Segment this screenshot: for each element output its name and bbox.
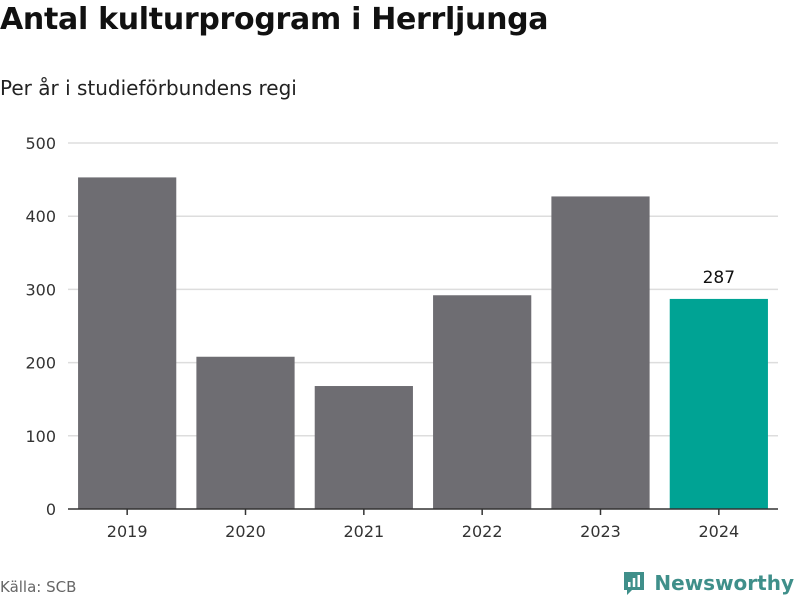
x-tick-label: 2022 <box>462 522 503 541</box>
source-note: Källa: SCB <box>0 578 77 596</box>
bar-2024 <box>669 298 768 509</box>
data-label-2024: 287 <box>703 268 735 288</box>
newsworthy-logo-icon <box>624 572 645 595</box>
y-tick-label: 100 <box>25 427 56 446</box>
brand-logo: Newsworthy <box>622 570 794 596</box>
y-tick-label: 300 <box>25 280 56 299</box>
x-tick-label: 2021 <box>343 522 384 541</box>
bar-2022 <box>433 295 532 509</box>
bar-2021 <box>314 386 413 509</box>
x-tick-label: 2019 <box>107 522 148 541</box>
bars <box>78 177 768 510</box>
x-tick-label: 2024 <box>698 522 739 541</box>
axes: 0 100 200 300 400 500 2019 2020 2021 2022 2023 2024 <box>25 134 778 541</box>
y-tick-label: 200 <box>25 354 56 373</box>
y-tick-label: 500 <box>25 134 56 153</box>
x-tick-label: 2023 <box>580 522 621 541</box>
grid-lines <box>68 142 778 437</box>
bar-2019 <box>78 177 177 510</box>
brand-name: Newsworthy <box>654 571 794 595</box>
chart-subtitle: Per år i studieförbundens regi <box>0 76 297 100</box>
y-tick-label: 400 <box>25 207 56 226</box>
y-tick-label: 0 <box>46 500 56 519</box>
bar-2020 <box>196 356 295 509</box>
data-labels: 287 <box>703 268 735 288</box>
x-tick-label: 2020 <box>225 522 266 541</box>
chart-title: Antal kulturprogram i Herrljunga <box>0 2 549 37</box>
bar-2023 <box>551 196 650 509</box>
